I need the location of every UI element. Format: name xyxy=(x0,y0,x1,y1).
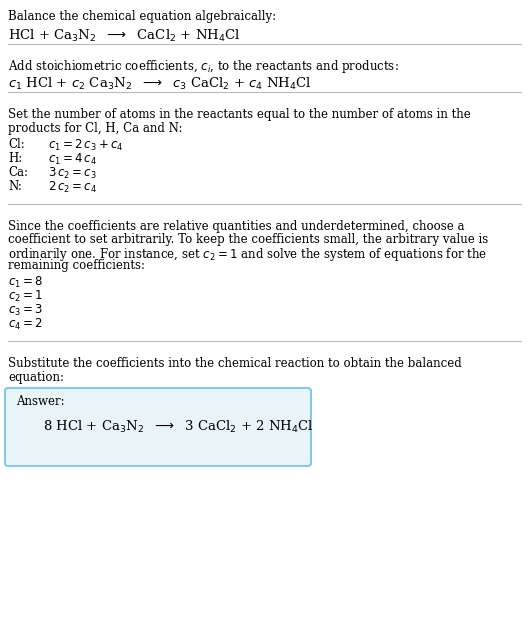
Text: Since the coefficients are relative quantities and underdetermined, choose a: Since the coefficients are relative quan… xyxy=(8,220,464,233)
Text: Answer:: Answer: xyxy=(16,395,65,408)
Text: $c_3 = 3$: $c_3 = 3$ xyxy=(8,303,43,318)
Text: H:: H: xyxy=(8,152,22,165)
Text: $3\,c_2 = c_3$: $3\,c_2 = c_3$ xyxy=(48,166,97,181)
Text: equation:: equation: xyxy=(8,371,64,384)
Text: 8 HCl + Ca$_3$N$_2$  $\longrightarrow$  3 CaCl$_2$ + 2 NH$_4$Cl: 8 HCl + Ca$_3$N$_2$ $\longrightarrow$ 3 … xyxy=(43,419,314,435)
Text: HCl + Ca$_3$N$_2$  $\longrightarrow$  CaCl$_2$ + NH$_4$Cl: HCl + Ca$_3$N$_2$ $\longrightarrow$ CaCl… xyxy=(8,28,241,44)
Text: ordinarily one. For instance, set $c_2 = 1$ and solve the system of equations fo: ordinarily one. For instance, set $c_2 =… xyxy=(8,246,487,263)
Text: Balance the chemical equation algebraically:: Balance the chemical equation algebraica… xyxy=(8,10,276,23)
Text: $c_1 = 8$: $c_1 = 8$ xyxy=(8,275,43,290)
Text: Substitute the coefficients into the chemical reaction to obtain the balanced: Substitute the coefficients into the che… xyxy=(8,357,462,370)
Text: $c_1$ HCl + $c_2$ Ca$_3$N$_2$  $\longrightarrow$  $c_3$ CaCl$_2$ + $c_4$ NH$_4$C: $c_1$ HCl + $c_2$ Ca$_3$N$_2$ $\longrigh… xyxy=(8,76,312,92)
Text: remaining coefficients:: remaining coefficients: xyxy=(8,259,145,272)
Text: $2\,c_2 = c_4$: $2\,c_2 = c_4$ xyxy=(48,180,97,195)
Text: $c_2 = 1$: $c_2 = 1$ xyxy=(8,289,43,304)
Text: $c_4 = 2$: $c_4 = 2$ xyxy=(8,317,43,332)
Text: coefficient to set arbitrarily. To keep the coefficients small, the arbitrary va: coefficient to set arbitrarily. To keep … xyxy=(8,233,488,246)
FancyBboxPatch shape xyxy=(5,388,311,466)
Text: Set the number of atoms in the reactants equal to the number of atoms in the: Set the number of atoms in the reactants… xyxy=(8,108,471,121)
Text: $c_1 = 2\,c_3 + c_4$: $c_1 = 2\,c_3 + c_4$ xyxy=(48,138,124,153)
Text: Ca:: Ca: xyxy=(8,166,28,179)
Text: Cl:: Cl: xyxy=(8,138,25,151)
Text: $c_1 = 4\,c_4$: $c_1 = 4\,c_4$ xyxy=(48,152,97,167)
Text: products for Cl, H, Ca and N:: products for Cl, H, Ca and N: xyxy=(8,122,183,135)
Text: N:: N: xyxy=(8,180,22,193)
Text: Add stoichiometric coefficients, $c_i$, to the reactants and products:: Add stoichiometric coefficients, $c_i$, … xyxy=(8,58,399,75)
